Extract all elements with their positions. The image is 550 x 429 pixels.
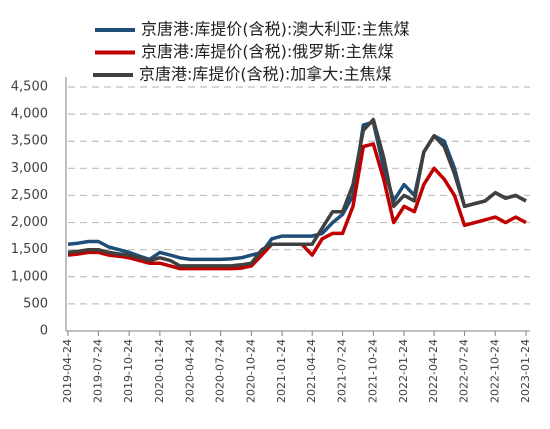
series-line	[67, 120, 527, 262]
x-tick-label: 2022-01-24	[397, 339, 410, 403]
x-tick-label: 2019-04-24	[61, 339, 74, 403]
y-tick-label: 4,500	[11, 80, 48, 95]
y-tick-label: 500	[23, 296, 48, 311]
x-tick-label: 2020-01-24	[153, 339, 166, 403]
y-tick-label: 3,500	[11, 134, 48, 149]
y-tick-label: 2,000	[11, 215, 48, 230]
x-tick-label: 2022-10-24	[488, 339, 501, 403]
y-tick-label: 4,000	[11, 107, 48, 122]
legend-label: 京唐港:库提价(含税):加拿大:主焦煤	[139, 65, 392, 84]
y-tick-label: 3,000	[11, 161, 48, 176]
x-tick-label: 2019-10-24	[122, 339, 135, 403]
x-tick-label: 2020-10-24	[244, 339, 257, 403]
y-tick-label: 1,500	[11, 242, 48, 257]
x-tick-label: 2021-07-24	[336, 339, 349, 403]
x-tick-label: 2022-04-24	[427, 339, 440, 403]
x-tick-label: 2022-07-24	[458, 339, 471, 403]
y-tick-label: 2,500	[11, 188, 48, 203]
x-tick-label: 2021-10-24	[366, 339, 379, 403]
x-tick-label: 2020-04-24	[183, 339, 196, 403]
x-tick-label: 2020-07-24	[214, 339, 227, 403]
x-tick-label: 2019-07-24	[91, 339, 104, 403]
x-tick-label: 2021-04-24	[305, 339, 318, 403]
x-tick-label: 2023-01-24	[519, 339, 532, 403]
legend-label: 京唐港:库提价(含税):俄罗斯:主焦煤	[141, 42, 394, 61]
y-tick-label: 0	[40, 324, 48, 339]
legend-label: 京唐港:库提价(含税):澳大利亚:主焦煤	[141, 20, 410, 39]
series-line	[67, 117, 527, 268]
y-tick-label: 1,000	[11, 269, 48, 284]
x-tick-label: 2021-01-24	[275, 339, 288, 403]
